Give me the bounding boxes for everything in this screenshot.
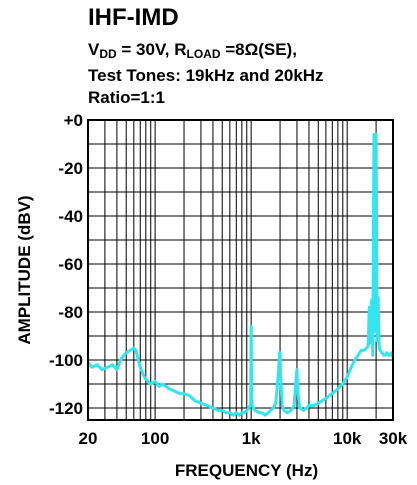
y-tick-label: -120 [49, 399, 83, 418]
chart-subtitle-line1: VDD = 30V, RLOAD =8Ω(SE), [88, 40, 297, 61]
chart-subtitle-line3: Ratio=1:1 [88, 88, 165, 107]
x-tick-label: 100 [141, 429, 169, 448]
x-tick-label: 20 [79, 429, 98, 448]
y-tick-label: -60 [58, 255, 83, 274]
chart-title: IHF-IMD [88, 4, 179, 31]
y-tick-label: -80 [58, 303, 83, 322]
x-axis-label: FREQUENCY (Hz) [175, 461, 318, 480]
y-axis-label: AMPLITUDE (dBV) [15, 195, 34, 344]
x-tick-label: 10k [333, 429, 362, 448]
y-tick-label: -100 [49, 351, 83, 370]
plot-frame [87, 119, 394, 421]
y-tick-label: +0 [64, 111, 83, 130]
x-tick-label: 1k [242, 429, 261, 448]
series-line-0 [86, 132, 395, 417]
x-tick-label: 30k [379, 429, 408, 448]
chart-subtitle-line2: Test Tones: 19kHz and 20kHz [88, 66, 324, 85]
series-layer [86, 132, 395, 417]
y-axis-ticks: +0 -20 -40 -60 -80 -100 -120 [49, 111, 83, 418]
y-tick-label: -20 [58, 159, 83, 178]
y-tick-label: -40 [58, 207, 83, 226]
x-axis-ticks: 20 100 1k 10k 30k [79, 429, 408, 448]
grid [88, 120, 393, 420]
